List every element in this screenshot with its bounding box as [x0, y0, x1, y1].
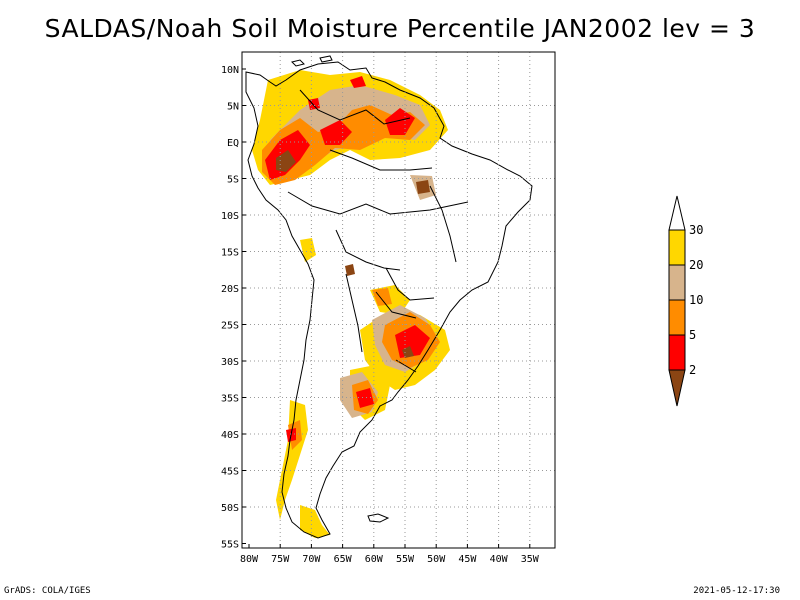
- country-borders: [287, 89, 469, 373]
- lat-tick-label: 40S: [221, 430, 239, 441]
- lat-tick-label: 5N: [227, 102, 239, 113]
- falkland-islands: [367, 513, 390, 523]
- lon-tick-label: 75W: [271, 554, 290, 565]
- shading-layer: [252, 70, 450, 538]
- lat-tick-label: 10S: [221, 211, 239, 222]
- lon-tick-label: 80W: [240, 554, 259, 565]
- lon-tick-label: 45W: [458, 554, 477, 565]
- colorbar-label-10: 10: [689, 293, 703, 307]
- colorbar-label-5: 5: [689, 328, 696, 342]
- longitude-ticks: 80W 75W 70W 65W 60W 55W 50W 45W 40W 35W: [240, 544, 540, 565]
- lon-tick-label: 40W: [490, 554, 509, 565]
- lat-tick-label: 10N: [221, 65, 239, 76]
- coastline-layer: [245, 55, 533, 539]
- footer-timestamp: 2021-05-12-17:30: [693, 586, 780, 596]
- footer-credit: GrADS: COLA/IGES: [4, 586, 91, 596]
- colorbar-label-2: 2: [689, 363, 696, 377]
- lon-tick-label: 65W: [334, 554, 353, 565]
- continent-outline: [245, 61, 533, 539]
- lat-tick-label: 35S: [221, 394, 239, 405]
- graticule: [242, 52, 555, 548]
- colorbar-20-30: [668, 229, 686, 266]
- colorbar-above-30: [668, 195, 686, 231]
- colorbar-below-2: [668, 369, 686, 407]
- map-title: SALDAS/Noah Soil Moisture Percentile JAN…: [44, 14, 756, 43]
- colorbar-5-10: [668, 299, 686, 336]
- lat-tick-label: 20S: [221, 284, 239, 295]
- lat-tick-label: 5S: [227, 175, 239, 186]
- lat-tick-label: 45S: [221, 467, 239, 478]
- lat-tick-label: EQ: [227, 138, 239, 149]
- colorbar-label-20: 20: [689, 258, 703, 272]
- colorbar: 30 20 10 5 2: [668, 195, 703, 407]
- colorbar-10-20: [668, 264, 686, 301]
- latitude-ticks: 10N 5N EQ 5S 10S 15S 20S 25S 30S 35S 40S 45S 50S 55S: [221, 65, 246, 551]
- lon-tick-label: 60W: [365, 554, 384, 565]
- lon-tick-label: 35W: [521, 554, 540, 565]
- lat-tick-label: 55S: [221, 540, 239, 551]
- lon-tick-label: 50W: [427, 554, 446, 565]
- lon-tick-label: 70W: [302, 554, 321, 565]
- lat-tick-label: 15S: [221, 248, 239, 259]
- colorbar-label-30: 30: [689, 223, 703, 237]
- lat-tick-label: 50S: [221, 503, 239, 514]
- lat-tick-label: 25S: [221, 321, 239, 332]
- caribbean-islands: [291, 55, 333, 67]
- map-frame: [241, 51, 556, 549]
- lat-tick-label: 30S: [221, 357, 239, 368]
- lon-tick-label: 55W: [396, 554, 415, 565]
- colorbar-2-5: [668, 334, 686, 371]
